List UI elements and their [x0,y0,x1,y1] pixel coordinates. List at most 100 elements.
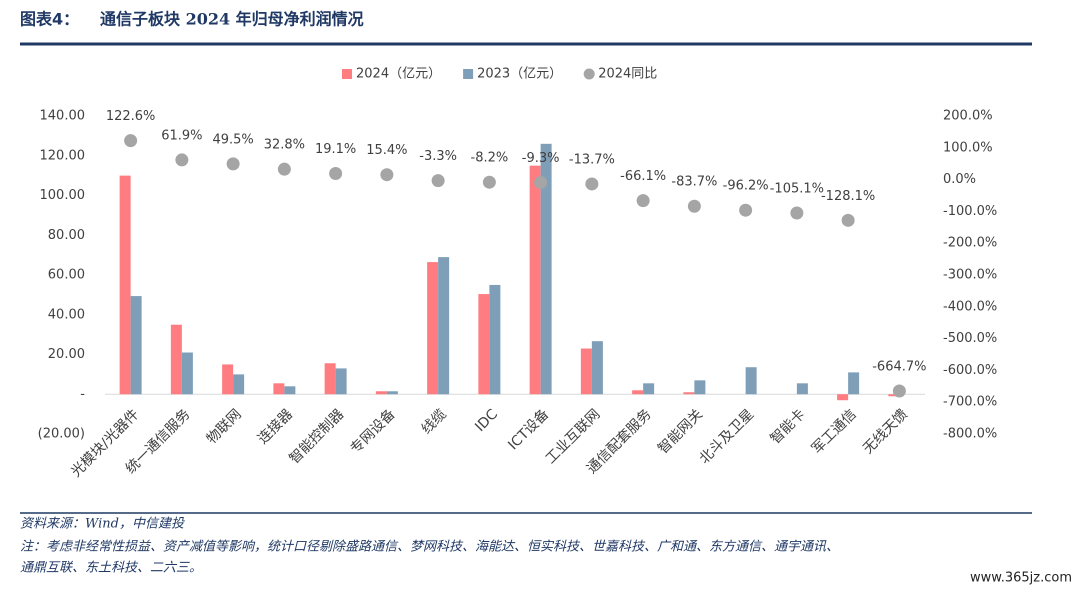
point [790,206,804,220]
y-tick-label: 40.00 [48,307,85,322]
data-label: 19.1% [315,142,356,157]
point [380,168,394,182]
point [636,194,650,208]
bar [335,368,347,395]
y2-tick-label: -200.0% [943,236,997,251]
y-tick-label: 100.00 [40,188,86,203]
data-label: 49.5% [212,132,253,147]
y-tick-label: 60.00 [48,268,85,283]
point [892,384,906,398]
y-tick-label: 120.00 [40,148,86,163]
bar [324,363,336,395]
y2-tick-label: -600.0% [943,363,997,378]
y2-tick-label: -400.0% [943,299,997,314]
chart-title: 通信子板块 2024 年归母净利润情况 [100,10,364,29]
data-label: -105.1% [770,182,824,197]
point [534,176,548,190]
bar [386,391,398,395]
bar [130,296,142,395]
y2-tick-label: -500.0% [943,331,997,346]
y2-tick-label: -300.0% [943,268,997,283]
watermark: www.365jz.com [970,571,1072,586]
data-label: -96.2% [723,179,769,194]
source: 资料来源：Wind，中信建投 [20,517,185,532]
bar [170,324,182,395]
bar [273,383,285,395]
y2-tick-label: -100.0% [943,204,997,219]
legend-label: 2024同比 [598,67,657,82]
point [482,175,496,189]
y-tick-label: 140.00 [40,109,86,124]
x-tick-label: 智能网关 [655,406,706,457]
data-label: 15.4% [366,143,407,158]
legend-swatch [342,69,352,79]
legend-label: 2024（亿元） [356,67,441,82]
bar [284,386,296,395]
data-label: -8.2% [471,151,509,166]
bar [745,367,757,395]
data-label: -9.3% [522,151,560,166]
x-tick-label: 北斗及卫星 [696,406,757,467]
bar [478,294,490,395]
y-tick-label: 20.00 [48,347,85,362]
note: 注：考虑非经常性损益、资产减值等影响，统计口径剔除盛路通信、梦网科技、海能达、恒… [20,539,839,555]
point [226,157,240,171]
bar [837,394,849,401]
bar [643,383,655,395]
bar [683,392,695,395]
point [585,177,599,191]
y-tick-label: - [80,387,85,402]
y2-tick-label: -800.0% [943,427,997,442]
data-label: -66.1% [620,169,666,184]
legend-swatch [463,69,474,79]
bar [796,383,808,395]
bar [591,341,603,395]
point [739,203,753,217]
x-tick-label: 智能控制器 [286,406,347,467]
x-tick-label: 智能卡 [768,406,809,447]
x-tick-label: ICT设备 [505,406,553,454]
x-tick-label: 专网设备 [347,406,399,458]
y2-tick-label: -700.0% [943,395,997,410]
data-label: -128.1% [821,189,875,204]
data-label: -664.7% [872,359,926,374]
x-tick-label: 线缆 [419,406,450,437]
data-label: -13.7% [569,152,615,167]
bar [375,391,387,395]
bar [540,143,552,395]
legend-label: 2023（亿元） [477,67,562,82]
bar [222,364,234,395]
x-tick-label: 物联网 [204,406,245,447]
data-label: 61.9% [161,128,202,143]
data-label: 122.6% [106,109,156,124]
bar [119,175,131,395]
y2-tick-label: 0.0% [943,172,976,187]
x-tick-label: 连接器 [254,406,296,448]
y-tick-label: (20.00) [38,427,85,442]
data-label: -83.7% [671,175,717,190]
point [431,174,445,188]
point [277,162,291,176]
bar [888,394,900,397]
x-tick-label: 无线天馈 [860,406,911,457]
point [124,134,138,148]
bar [632,390,644,395]
point [841,213,855,227]
x-tick-label: 军工通信 [809,406,860,457]
figure-label: 图表4： [20,10,79,29]
bar [580,348,592,395]
bar [489,284,501,395]
y-tick-label: 80.00 [48,228,85,243]
point [175,153,189,167]
note: 通鼎互联、东土科技、二六三。 [20,561,202,576]
y2-tick-label: 200.0% [943,109,993,124]
data-label: 32.8% [264,138,305,153]
point [687,199,701,213]
bar [694,380,706,395]
y2-tick-label: 100.0% [943,140,993,155]
bar [427,262,439,395]
bar [529,165,541,395]
bar [233,374,245,395]
